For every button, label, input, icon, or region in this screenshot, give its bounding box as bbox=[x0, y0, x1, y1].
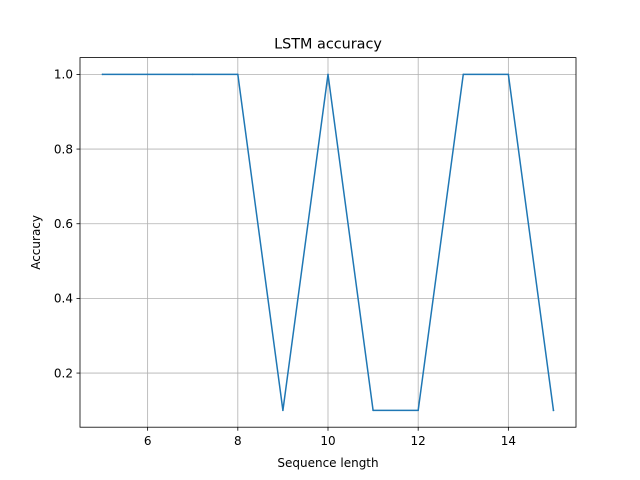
data-point bbox=[417, 409, 419, 412]
x-tick-label: 6 bbox=[144, 434, 152, 448]
data-point bbox=[507, 73, 510, 76]
y-tick-label: 0.4 bbox=[54, 292, 73, 306]
data-point bbox=[146, 73, 149, 76]
y-axis-label: Accuracy bbox=[29, 215, 43, 270]
chart-title: LSTM accuracy bbox=[274, 37, 382, 53]
data-point bbox=[372, 409, 374, 412]
data-point bbox=[327, 73, 329, 76]
x-tick-label: 10 bbox=[320, 434, 335, 448]
series-layer bbox=[101, 73, 555, 412]
y-tick-label: 0.8 bbox=[54, 142, 73, 156]
x-axis-label: Sequence length bbox=[277, 456, 378, 470]
y-tick-label: 0.2 bbox=[54, 366, 73, 380]
x-tick-label: 8 bbox=[234, 434, 242, 448]
data-point bbox=[282, 409, 284, 412]
y-tick-label: 1.0 bbox=[54, 68, 73, 82]
x-tick-label: 12 bbox=[411, 434, 426, 448]
x-gridlines bbox=[147, 57, 509, 428]
data-point bbox=[462, 73, 465, 76]
data-point bbox=[191, 73, 194, 76]
x-axis-ticks: 6 8 10 12 14 bbox=[144, 427, 516, 448]
data-point bbox=[237, 73, 239, 76]
x-tick-label: 14 bbox=[501, 434, 516, 448]
data-point bbox=[552, 409, 555, 412]
y-tick-label: 0.6 bbox=[54, 217, 73, 231]
data-point bbox=[101, 73, 104, 76]
y-axis-ticks: 0.2 0.4 0.6 0.8 1.0 bbox=[54, 68, 80, 380]
